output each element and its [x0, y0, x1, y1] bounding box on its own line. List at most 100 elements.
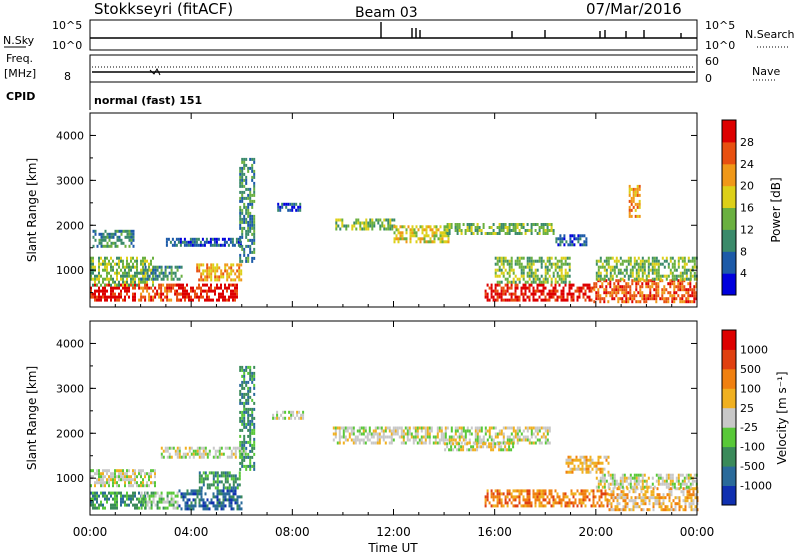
power-cell	[130, 277, 132, 281]
velocity-cells	[90, 365, 699, 512]
velocity-cell	[346, 426, 349, 430]
velocity-cell	[220, 446, 223, 450]
power-cell	[508, 268, 511, 272]
power-cell	[576, 289, 579, 293]
power-cell	[540, 262, 543, 266]
power-cell	[595, 259, 598, 263]
power-cell	[546, 259, 549, 263]
power-cell	[689, 285, 692, 289]
velocity-cell	[182, 498, 185, 502]
velocity-cell	[243, 458, 246, 462]
power-cell	[98, 262, 100, 266]
velocity-cell	[210, 471, 213, 475]
power-cell	[277, 205, 280, 209]
velocity-cell	[176, 452, 179, 456]
power-cell	[234, 298, 236, 302]
velocity-cell	[243, 392, 246, 396]
power-cell	[391, 218, 394, 222]
power-cell	[681, 300, 684, 304]
velocity-cell	[114, 481, 116, 485]
velocity-cell	[420, 441, 423, 445]
power-cell	[546, 292, 549, 296]
power-cell	[542, 229, 545, 232]
velocity-cell	[122, 469, 124, 473]
power-cell	[411, 225, 414, 229]
velocity-cell	[456, 448, 459, 452]
velocity-cell	[408, 426, 411, 430]
power-cell	[203, 243, 206, 247]
power-cell	[247, 232, 250, 236]
power-cell	[232, 292, 234, 296]
velocity-cell	[396, 429, 399, 433]
power-cell	[619, 262, 622, 266]
velocity-cell	[548, 489, 551, 493]
velocity-cell	[249, 374, 252, 378]
power-cell	[484, 289, 487, 293]
velocity-cell	[216, 449, 219, 453]
power-cell	[536, 283, 539, 287]
power-cell	[647, 259, 650, 263]
velocity-cell	[610, 502, 613, 506]
velocity-cell	[516, 435, 519, 439]
power-cell	[102, 268, 104, 272]
power-cell	[623, 300, 626, 304]
power-cell	[128, 265, 130, 269]
power-cell	[156, 292, 159, 296]
velocity-cell	[424, 438, 427, 442]
power-cell	[241, 217, 244, 221]
power-cell	[633, 294, 636, 298]
power-cell	[632, 187, 635, 191]
velocity-cell	[218, 455, 221, 459]
velocity-colorbar-tick: 25	[740, 402, 754, 415]
velocity-cell	[249, 425, 252, 429]
power-cell	[132, 256, 134, 260]
power-cell	[291, 205, 294, 209]
power-cell	[200, 286, 202, 290]
power-cell	[446, 232, 449, 235]
power-cell	[661, 291, 664, 295]
power-cell	[657, 282, 660, 286]
power-cell	[536, 286, 539, 290]
velocity-cell	[396, 426, 399, 430]
power-cell	[251, 166, 254, 170]
velocity-cell	[556, 495, 559, 499]
velocity-cell	[148, 494, 151, 498]
power-cell	[639, 300, 642, 304]
power-cell	[693, 262, 696, 266]
power-cell	[171, 237, 174, 241]
power-cell	[236, 286, 238, 290]
power-cell	[210, 289, 212, 293]
power-cell	[638, 187, 641, 191]
velocity-cell	[120, 472, 122, 476]
velocity-cell	[682, 499, 685, 503]
power-cell	[249, 244, 252, 248]
power-cell	[100, 289, 102, 293]
velocity-cell	[440, 438, 443, 442]
velocity-cell	[230, 495, 233, 499]
velocity-cell	[142, 478, 144, 482]
power-cell	[415, 240, 418, 244]
velocity-cell	[249, 443, 252, 447]
velocity-cell	[627, 482, 630, 486]
velocity-cell	[450, 429, 453, 433]
power-cell	[516, 277, 519, 281]
power-cell	[106, 298, 108, 302]
x-tick-label: 04:00	[174, 525, 209, 539]
power-cell	[590, 286, 593, 290]
velocity-cell	[184, 495, 187, 499]
velocity-cell	[595, 464, 598, 468]
power-cell	[554, 277, 557, 281]
power-cell	[572, 283, 575, 287]
velocity-cell	[364, 441, 367, 445]
velocity-cell	[245, 398, 248, 402]
velocity-cell	[290, 416, 293, 420]
velocity-cell	[610, 496, 613, 500]
power-cell	[687, 297, 690, 301]
velocity-cell	[338, 432, 341, 436]
velocity-cell	[222, 471, 225, 475]
power-cell	[667, 300, 670, 304]
power-cell	[429, 225, 432, 229]
velocity-cell	[92, 475, 94, 479]
power-cell	[532, 271, 535, 275]
velocity-cell	[253, 374, 256, 378]
